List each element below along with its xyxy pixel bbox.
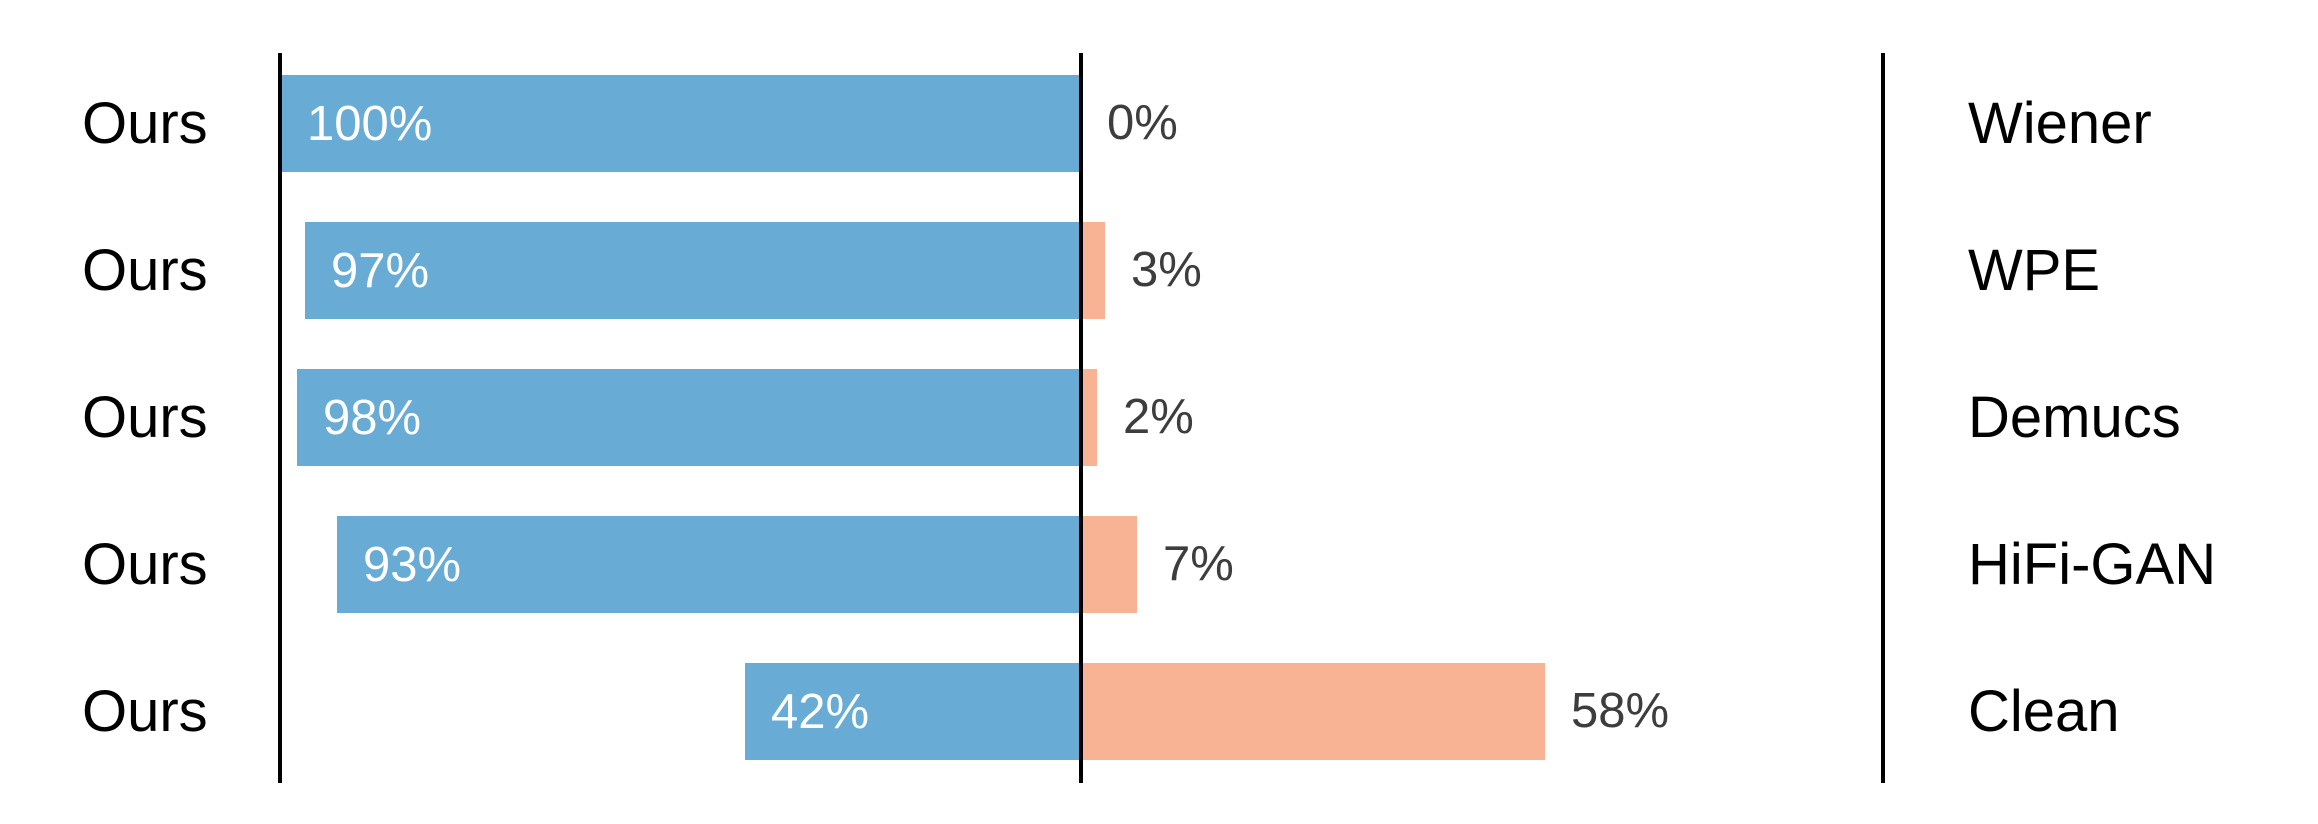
ours-value-label: 93% <box>363 537 462 592</box>
ours-series-label: Ours <box>82 91 208 156</box>
center-axis-line <box>1079 53 1083 783</box>
ours-bar: 100% <box>281 75 1081 172</box>
ours-bar: 97% <box>305 222 1081 319</box>
right-axis-line <box>1881 53 1885 783</box>
ours-bar: 93% <box>337 516 1081 613</box>
method-label: Clean <box>1968 679 2120 744</box>
ours-series-label: Ours <box>82 532 208 597</box>
ours-value-label: 98% <box>323 390 422 445</box>
other-value-label: 58% <box>1571 684 1670 738</box>
other-value-label: 3% <box>1131 243 1202 297</box>
ours-series-label: Ours <box>82 238 208 303</box>
other-method-bar <box>1081 369 1097 466</box>
method-label: Demucs <box>1968 385 2181 450</box>
other-value-label: 7% <box>1163 537 1234 591</box>
other-method-bar <box>1081 222 1105 319</box>
method-label: HiFi-GAN <box>1968 532 2217 597</box>
other-method-bar <box>1081 663 1545 760</box>
ours-bar: 42% <box>745 663 1081 760</box>
method-label: Wiener <box>1968 91 2152 156</box>
ours-series-label: Ours <box>82 385 208 450</box>
other-method-bar <box>1081 516 1137 613</box>
ours-bar: 98% <box>297 369 1081 466</box>
ours-value-label: 100% <box>307 96 433 151</box>
other-value-label: 2% <box>1123 390 1194 444</box>
ours-series-label: Ours <box>82 679 208 744</box>
method-label: WPE <box>1968 238 2101 303</box>
ours-value-label: 97% <box>331 243 430 298</box>
ours-value-label: 42% <box>771 684 870 739</box>
other-value-label: 0% <box>1107 96 1178 150</box>
left-axis-line <box>278 53 282 783</box>
